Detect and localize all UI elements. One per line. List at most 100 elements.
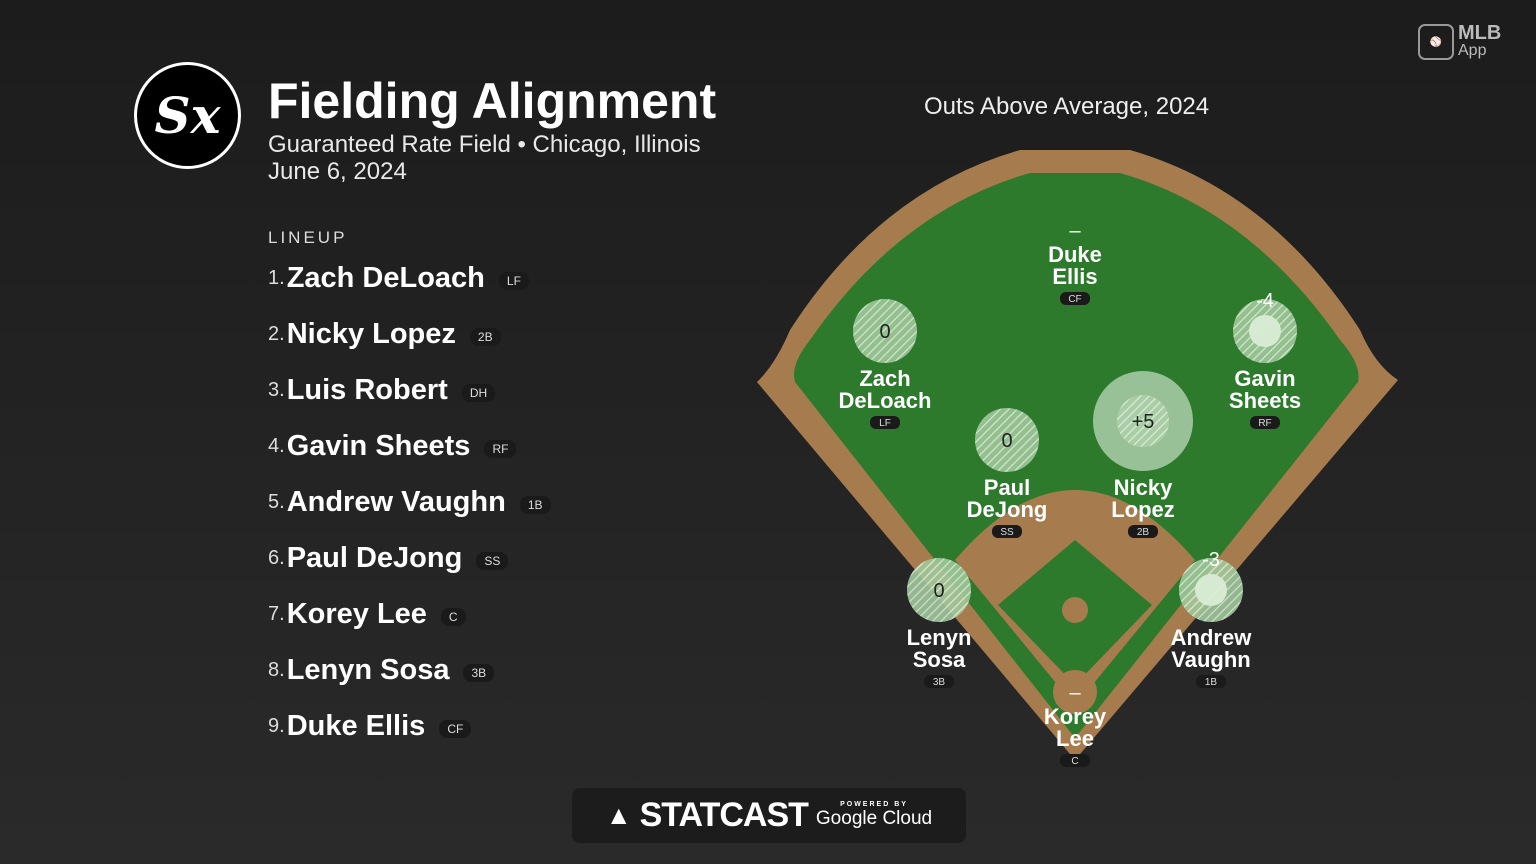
lineup-item: 3. Luis Robert DH [268,372,496,408]
player-name: Paul DeJong [286,541,463,574]
position-badge [924,675,954,688]
player-last-name: Sosa [913,647,966,672]
position-badge [870,416,900,429]
player-first-name: Lenyn [907,625,972,650]
lineup-item: 5. Andrew Vaughn 1B [268,484,551,520]
lineup-number: 7. [268,602,285,625]
player-last-name: Lee [1056,726,1094,751]
position-badge [1250,416,1280,429]
oaa-value: -4 [1256,290,1274,312]
venue: Guaranteed Rate Field • Chicago, Illinoi… [268,131,701,158]
team-logo: Sx [134,62,241,169]
position-badge [1128,525,1158,538]
position-badge: 1B [519,496,551,514]
subtitle: Guaranteed Rate Field • Chicago, Illinoi… [268,131,701,185]
player-name: Zach DeLoach [286,261,485,294]
lineup-number: 4. [268,434,285,457]
mlb-logo-icon: ⚾ [1418,24,1454,60]
mlb-batter-icon: ▲ [605,800,632,830]
page-title: Fielding Alignment [268,73,717,129]
position-badge: CF [439,720,472,738]
chart-title: Outs Above Average, 2024 [924,93,1210,120]
player-first-name: Duke [1048,242,1102,267]
statcast-logo: ▲ STATCAST POWERED BY Google Cloud [572,788,966,843]
player-last-name: DeJong [967,497,1048,522]
position-label: CF [1068,294,1081,305]
oaa-value: – [1069,220,1081,242]
google-cloud: Google Cloud [815,808,933,829]
position-label: RF [1258,418,1271,429]
position-badge [1060,292,1090,305]
lineup-number: 1. [268,266,285,289]
position-badge: DH [461,384,496,402]
lineup-item: 1. Zach DeLoach LF [268,260,529,296]
app-text: App [1458,42,1487,59]
lineup-number: 8. [268,658,285,681]
player-first-name: Zach [859,366,910,391]
oaa-circle [1195,574,1227,606]
lineup-number: 3. [268,378,285,401]
mlb-text: MLB [1458,22,1502,44]
player-name: Luis Robert [286,373,448,406]
player-last-name: DeLoach [839,388,932,413]
player-last-name: Vaughn [1171,647,1250,672]
position-label: 1B [1205,677,1218,688]
mlb-app-logo: ⚾ MLB App [1418,22,1502,60]
lineup-item: 7. Korey Lee C [268,596,466,632]
oaa-value: 0 [933,580,944,602]
player-name: Korey Lee [286,597,427,630]
powered-by: POWERED BY [840,801,908,808]
position-badge: 3B [463,664,495,682]
statcast-text: STATCAST [639,796,809,834]
oaa-value: 0 [879,321,890,343]
lineup-item: 8. Lenyn Sosa 3B [268,652,495,688]
player-name: Lenyn Sosa [286,653,450,686]
position-badge [1196,675,1226,688]
oaa-range-circle [907,558,971,622]
oaa-range-circle [853,299,917,363]
position-badge: SS [476,552,509,570]
player-name: Gavin Sheets [286,429,471,462]
position-badge [1060,754,1090,767]
position-label: SS [1000,527,1014,538]
lineup-number: 9. [268,714,285,737]
lineup-item: 6. Paul DeJong SS [268,540,509,576]
outfield-grass [794,173,1359,738]
player-last-name: Ellis [1052,264,1097,289]
lineup-number: 5. [268,490,285,513]
lineup-item: 9. Duke Ellis CF [268,708,472,744]
position-label: LF [879,418,891,429]
game-date: June 6, 2024 [268,158,407,185]
oaa-value: +5 [1132,411,1155,433]
player-name: Duke Ellis [286,709,426,742]
oaa-inner [1117,395,1169,447]
player-last-name: Sheets [1229,388,1301,413]
position-label: C [1071,756,1078,767]
position-badge [992,525,1022,538]
player-name: Andrew Vaughn [286,485,506,518]
lineup-number: 2. [268,322,285,345]
lineup-heading: LINEUP [268,228,348,247]
home-plate-area [1053,670,1097,714]
player-first-name: Nicky [1114,475,1173,500]
oaa-range-circle [975,408,1039,472]
position-badge: C [440,608,466,626]
player-name: Nicky Lopez [286,317,456,350]
player-first-name: Korey [1044,704,1107,729]
pitchers-mound [1062,597,1088,623]
position-badge: RF [484,440,517,458]
position-label: 3B [933,677,946,688]
lineup-item: 2. Nicky Lopez 2B [268,316,501,352]
lineup-item: 4. Gavin Sheets RF [268,428,517,464]
position-badge: LF [498,272,529,290]
player-last-name: Lopez [1111,497,1175,522]
